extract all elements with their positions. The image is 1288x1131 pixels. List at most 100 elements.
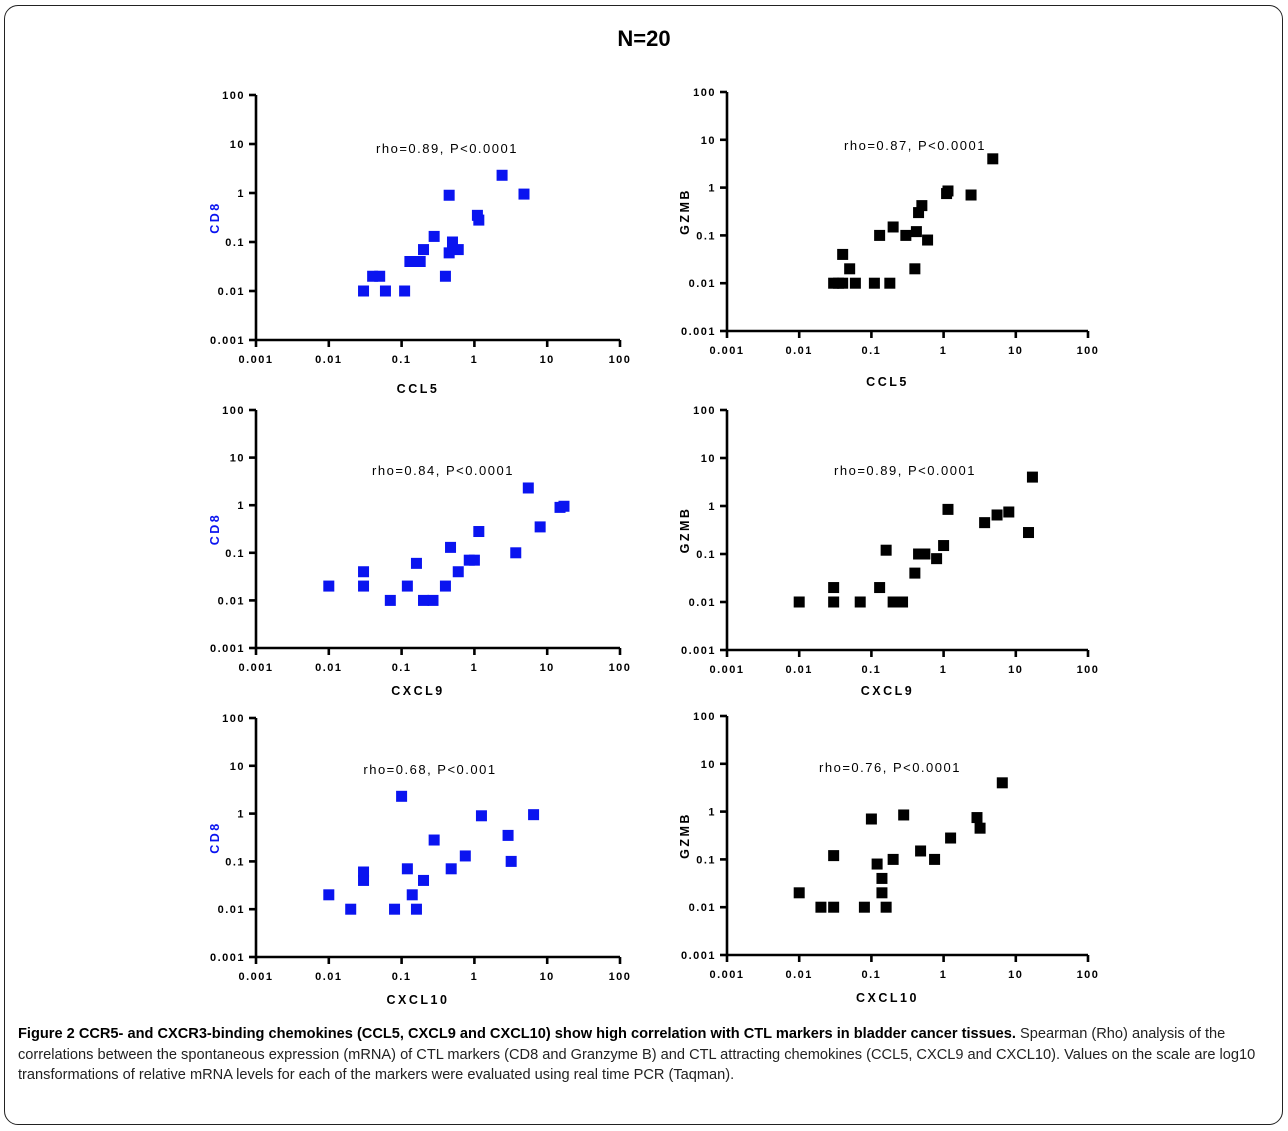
data-point: [414, 255, 426, 267]
data-point: [887, 221, 899, 233]
y-tick-label: 1: [708, 501, 716, 513]
figure-caption: Figure 2 CCR5- and CXCR3-binding chemoki…: [18, 1024, 1273, 1086]
data-point: [510, 547, 522, 559]
x-tick-label: 0.01: [315, 971, 342, 983]
x-tick-label: 0.001: [709, 664, 744, 676]
data-point: [374, 270, 386, 282]
y-tick-label: 100: [222, 90, 245, 102]
data-point: [459, 850, 471, 862]
y-tick-label: 0.01: [689, 597, 716, 609]
x-tick-label: 0.1: [862, 664, 882, 676]
y-tick-label: 100: [693, 405, 716, 417]
x-tick-label: 10: [1008, 969, 1023, 981]
data-point: [884, 277, 896, 289]
data-point: [518, 188, 530, 200]
x-tick-label: 0.01: [315, 662, 342, 674]
y-tick-label: 100: [222, 405, 245, 417]
data-point: [898, 809, 910, 821]
data-point: [406, 889, 418, 901]
data-point: [880, 544, 892, 556]
data-point: [446, 236, 458, 248]
data-point: [987, 153, 999, 165]
y-tick-label: 10: [230, 453, 245, 465]
data-point: [502, 829, 514, 841]
data-point: [837, 248, 849, 260]
data-point: [401, 863, 413, 875]
data-point: [399, 285, 411, 297]
y-axis-label: CD8: [208, 513, 222, 546]
x-axis-label: CXCL10: [856, 991, 919, 1005]
y-tick-label: 10: [230, 761, 245, 773]
x-tick-label: 100: [1077, 345, 1100, 357]
correlation-annotation: rho=0.87, P<0.0001: [844, 138, 986, 153]
y-tick-label: 0.001: [210, 643, 245, 655]
y-axis-label: GZMB: [678, 507, 692, 554]
x-tick-label: 0.001: [238, 354, 273, 366]
x-tick-label: 10: [540, 354, 555, 366]
data-point: [358, 874, 370, 886]
data-point: [844, 263, 856, 275]
data-point: [428, 834, 440, 846]
x-tick-label: 10: [1008, 664, 1023, 676]
data-point: [452, 566, 464, 578]
correlation-annotation: rho=0.89, P<0.0001: [376, 141, 518, 156]
x-tick-label: 0.01: [785, 664, 812, 676]
data-point: [876, 887, 888, 899]
y-tick-label: 0.01: [689, 278, 716, 290]
y-tick-label: 100: [693, 711, 716, 723]
data-point: [916, 200, 928, 212]
data-point: [428, 230, 440, 242]
data-point: [865, 813, 877, 825]
y-tick-label: 0.1: [225, 548, 245, 560]
y-tick-label: 10: [701, 135, 716, 147]
data-point: [828, 850, 840, 862]
data-point: [871, 858, 883, 870]
data-point: [793, 596, 805, 608]
x-tick-label: 1: [940, 345, 948, 357]
y-tick-label: 0.01: [218, 286, 245, 298]
data-point: [900, 229, 912, 241]
x-axis-label: CXCL9: [391, 684, 444, 698]
y-tick-label: 100: [693, 87, 716, 99]
data-point: [452, 244, 464, 256]
data-point: [358, 285, 370, 297]
data-point: [874, 582, 886, 594]
data-point: [1003, 506, 1015, 518]
data-point: [323, 889, 335, 901]
data-point: [849, 277, 861, 289]
data-point: [868, 277, 880, 289]
y-tick-label: 10: [230, 139, 245, 151]
correlation-annotation: rho=0.89, P<0.0001: [834, 463, 976, 478]
x-tick-label: 0.01: [315, 354, 342, 366]
y-tick-label: 0.001: [681, 326, 716, 338]
x-tick-label: 10: [1008, 345, 1023, 357]
y-tick-label: 0.1: [696, 230, 716, 242]
data-point: [880, 901, 892, 913]
data-point: [887, 596, 899, 608]
x-tick-label: 0.1: [392, 662, 412, 674]
data-point: [473, 214, 485, 226]
data-point: [854, 596, 866, 608]
data-point: [793, 887, 805, 899]
data-point: [404, 255, 416, 267]
x-tick-label: 1: [471, 354, 479, 366]
data-point: [815, 901, 827, 913]
data-point: [938, 540, 950, 552]
data-point: [439, 580, 451, 592]
data-point: [1023, 527, 1035, 539]
figure-frame: [4, 5, 1283, 1125]
y-tick-label: 0.001: [210, 952, 245, 964]
data-point: [418, 244, 430, 256]
data-point: [323, 580, 335, 592]
data-point: [445, 863, 457, 875]
data-point: [410, 557, 422, 569]
y-tick-label: 100: [222, 713, 245, 725]
data-point: [913, 207, 925, 219]
data-point: [528, 809, 540, 821]
y-tick-label: 1: [708, 183, 716, 195]
data-point: [418, 594, 430, 606]
